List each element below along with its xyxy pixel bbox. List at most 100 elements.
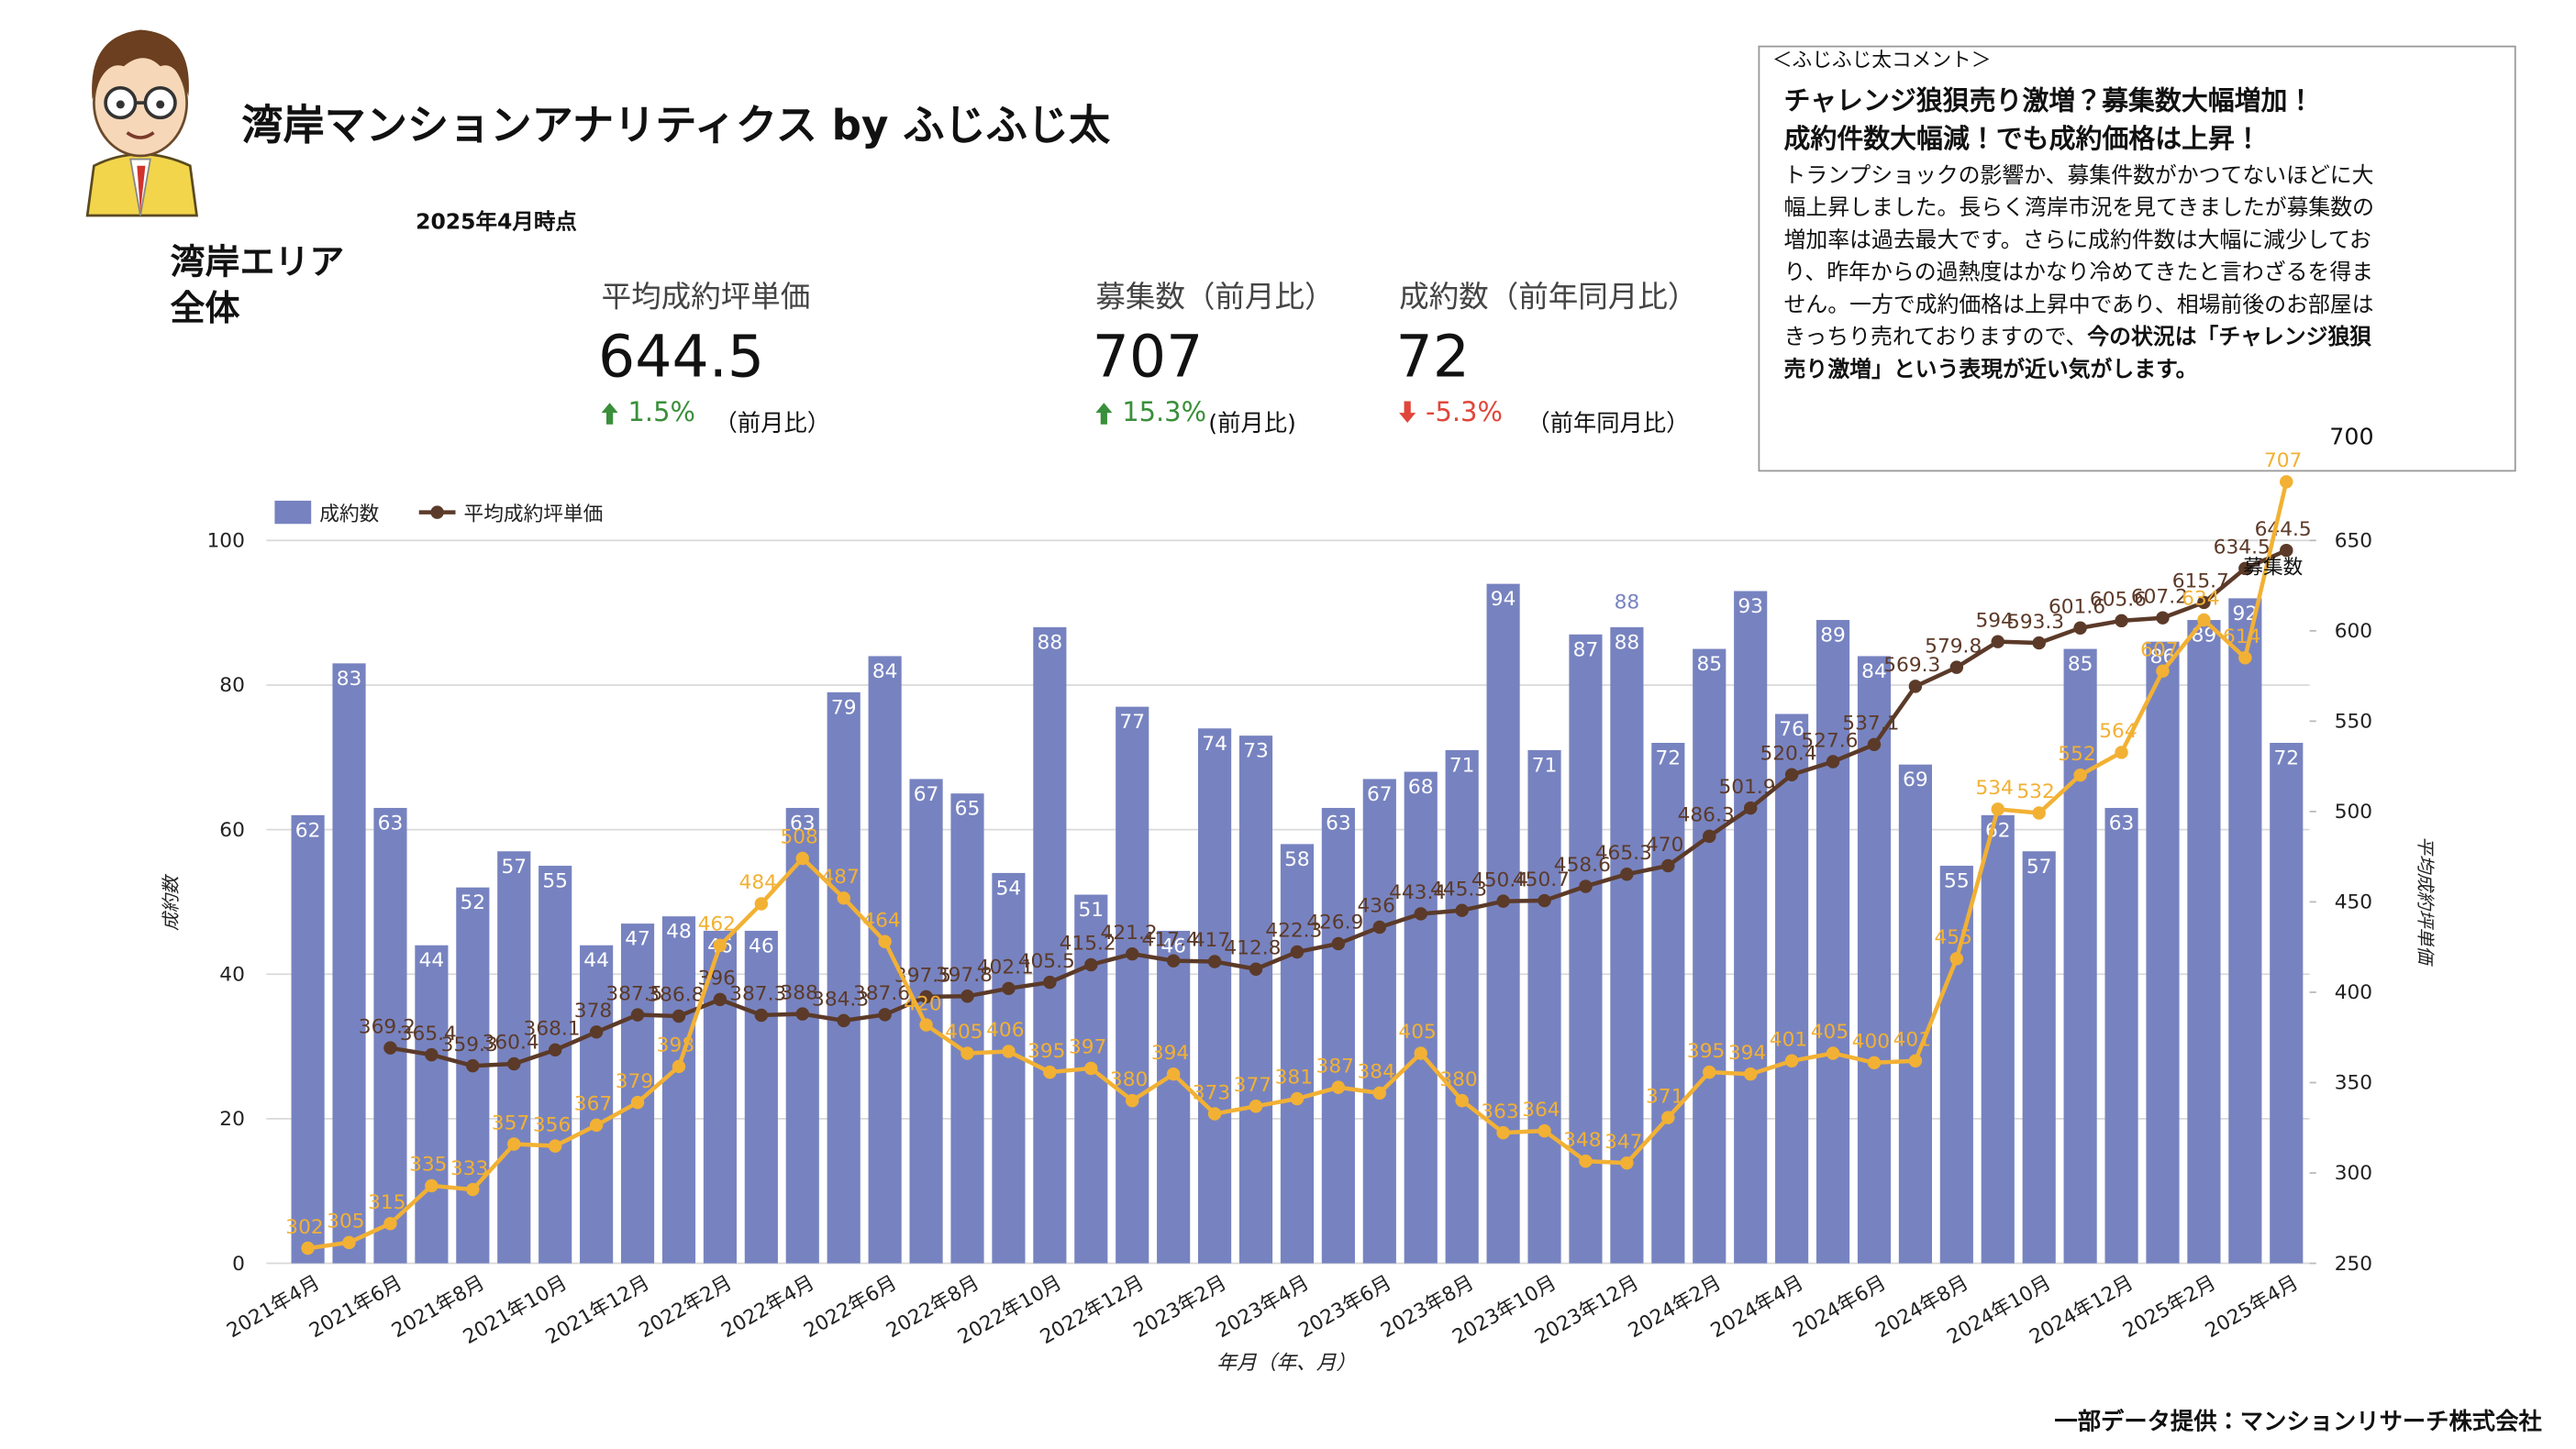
line-marker: [548, 1043, 562, 1057]
point-label: 348: [1563, 1129, 1601, 1152]
line-marker: [2073, 768, 2087, 782]
line-marker: [2238, 651, 2252, 665]
line-marker: [589, 1025, 604, 1039]
line-marker: [342, 1235, 356, 1250]
bar: [1486, 583, 1520, 1264]
line-marker: [960, 990, 974, 1003]
line-marker: [630, 1095, 645, 1110]
line-marker: [837, 1013, 850, 1028]
comment-line: きっちり売れておりますので、今の状況は「チャレンジ狼狽: [1784, 324, 2372, 349]
point-label: 402.1: [977, 957, 1034, 979]
line-marker: [507, 1137, 521, 1151]
line-marker: [795, 1007, 810, 1021]
line-marker: [713, 992, 727, 1007]
comment-text: 売り激増」という表現が近い気がします。: [1784, 356, 2198, 382]
line-marker: [1949, 952, 1964, 966]
line-marker: [1372, 920, 1387, 935]
point-label: 302: [285, 1216, 323, 1239]
y-tick-label: 60: [219, 819, 245, 842]
point-label: 412.8: [1224, 936, 1281, 959]
line-marker: [1703, 1065, 1716, 1079]
bar-label: 52: [461, 891, 486, 914]
page-title: 湾岸マンションアナリティクス by ふじふじ太: [241, 101, 1111, 149]
line-marker: [1043, 975, 1057, 990]
bar-label: 73: [1243, 740, 1269, 763]
bar-label: 89: [1820, 625, 1846, 647]
point-label: 357: [492, 1112, 529, 1134]
line-marker: [754, 897, 769, 911]
line-marker: [1414, 907, 1427, 921]
line-marker: [1743, 801, 1758, 815]
bar: [785, 807, 819, 1264]
bar: [2063, 648, 2097, 1264]
line-marker: [466, 1058, 480, 1073]
point-label: 315: [368, 1191, 405, 1214]
line-marker: [301, 1241, 315, 1255]
line-marker: [1002, 981, 1016, 996]
bar: [2146, 641, 2180, 1264]
point-label: 373: [1193, 1081, 1230, 1104]
comment-headline: チャレンジ狼狽売り激増？募集数大幅増加！: [1784, 84, 2315, 116]
point-label: 387: [1316, 1055, 1354, 1078]
line-marker: [878, 1008, 892, 1022]
bar: [2228, 598, 2262, 1264]
kpi-label: 募集数（前月比）: [1095, 279, 1334, 314]
point-label: 564: [2099, 720, 2137, 743]
point-label: 395: [1027, 1040, 1065, 1063]
legend-swatch: [274, 500, 312, 525]
line-marker: [630, 1008, 645, 1022]
point-label: 381: [1275, 1067, 1313, 1090]
line-marker: [1249, 1100, 1263, 1113]
point-label: 607.2: [2131, 585, 2188, 608]
comment-line: トランプショックの影響か、募集件数がかつてないほどに大: [1784, 162, 2374, 188]
point-label: 364: [1522, 1099, 1560, 1122]
bar-label: 79: [831, 696, 857, 719]
legend-label: 成約数: [319, 503, 379, 526]
line-marker: [919, 990, 933, 1004]
line-marker: [1496, 1125, 1510, 1140]
point-label: 386.8: [647, 984, 704, 1007]
bar: [539, 866, 572, 1264]
line-marker: [1290, 945, 1305, 959]
point-label: 615.7: [2172, 570, 2229, 593]
bar-label: 57: [2026, 856, 2052, 879]
point-label: 401: [1893, 1028, 1931, 1051]
x-tick-label: 2024年6月: [1790, 1271, 1891, 1343]
line-marker: [1784, 768, 1799, 781]
line-marker: [1908, 1054, 1923, 1067]
bar-label: 68: [1408, 776, 1434, 799]
point-label: 405: [945, 1021, 983, 1044]
line-marker: [1207, 955, 1222, 968]
bar: [1734, 591, 1768, 1264]
point-label: 465.3: [1595, 842, 1652, 865]
point-label: 421.2: [1101, 922, 1158, 945]
point-label: 579.8: [1925, 635, 1982, 658]
point-label: 601.6: [2049, 595, 2105, 618]
bar: [1815, 620, 1850, 1264]
y-axis-title: 成約数: [161, 873, 182, 931]
point-label: 445.3: [1430, 878, 1487, 901]
legend-label: 平均成約坪単価: [464, 503, 604, 526]
line-marker: [2238, 561, 2252, 576]
point-label: 415.2: [1060, 933, 1116, 956]
line-marker: [1579, 879, 1593, 893]
annotation: 700: [2329, 423, 2373, 449]
line-marker: [1991, 802, 2004, 816]
point-label: 365.4: [400, 1023, 457, 1045]
point-label: 426.9: [1306, 912, 1363, 935]
line-marker: [1538, 893, 1551, 908]
y-tick-label: 80: [219, 674, 245, 697]
kpi-value: 644.5: [598, 322, 764, 390]
point-label: 367: [574, 1093, 612, 1116]
x-tick-label: 2025年4月: [2202, 1271, 2303, 1343]
bar-label: 71: [1449, 754, 1475, 777]
bar: [580, 945, 614, 1264]
line-marker: [754, 1008, 769, 1023]
bar-label: 46: [1160, 935, 1186, 957]
point-label: 527.6: [1801, 729, 1858, 752]
annotation: 88: [1615, 591, 1640, 614]
x-tick-label: 2025年2月: [2119, 1271, 2220, 1343]
point-label: 400: [1852, 1031, 1890, 1054]
